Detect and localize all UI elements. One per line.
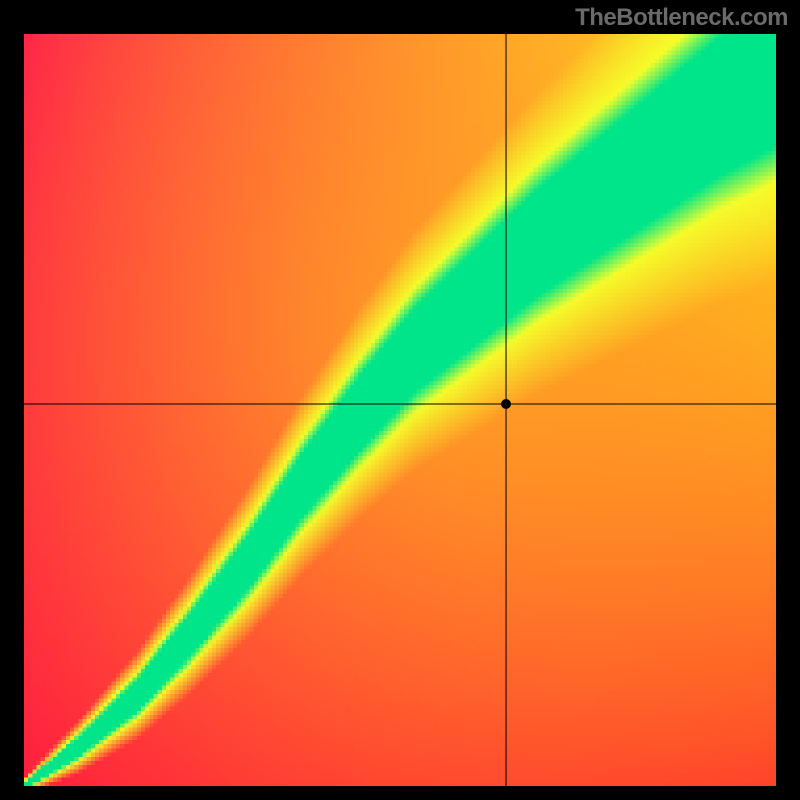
heatmap-plot bbox=[24, 34, 776, 786]
watermark-text: TheBottleneck.com bbox=[575, 4, 788, 32]
heatmap-canvas bbox=[24, 34, 776, 786]
